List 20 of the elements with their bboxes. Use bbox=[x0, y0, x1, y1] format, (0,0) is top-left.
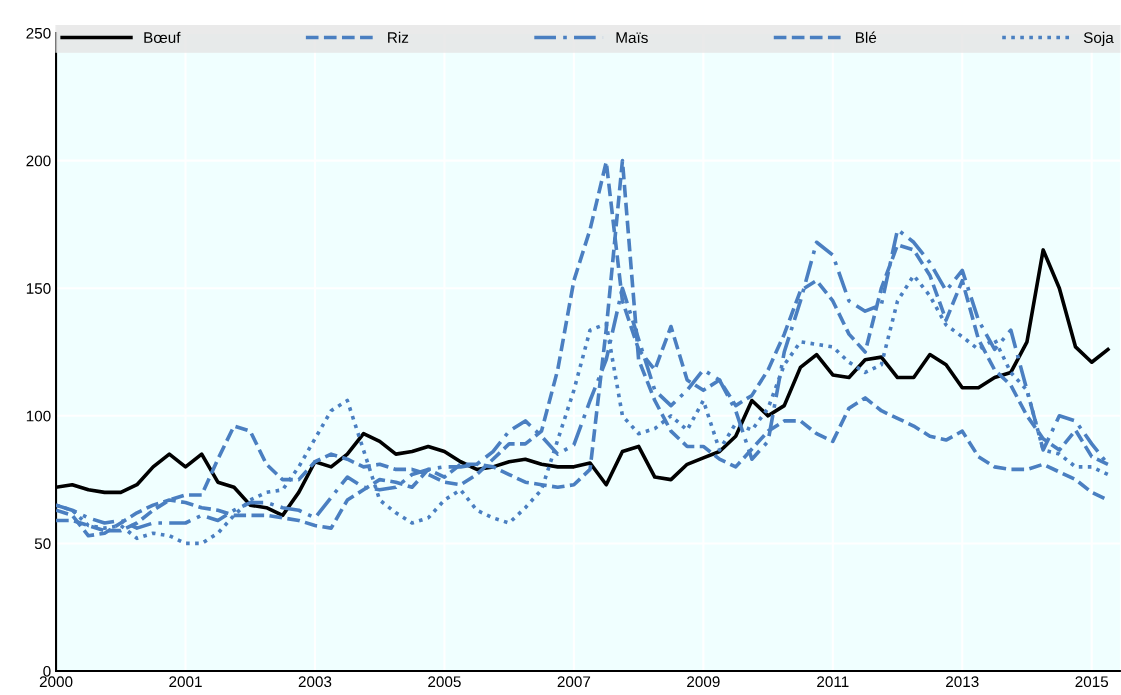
x-tick-label: 2003 bbox=[298, 676, 332, 688]
x-tick-label: 2011 bbox=[817, 676, 849, 688]
x-tick-label: 2007 bbox=[557, 676, 591, 688]
legend-label: Riz bbox=[388, 31, 409, 43]
legend-label: Blé bbox=[856, 31, 877, 44]
x-tick-label: 2000 bbox=[39, 676, 73, 688]
y-tick-label: 200 bbox=[26, 155, 51, 167]
y-tick-label: 150 bbox=[26, 283, 51, 294]
legend-label: Maïs bbox=[616, 32, 648, 44]
x-tick-label: 2005 bbox=[428, 676, 461, 688]
x-tick-label: 2015 bbox=[1075, 676, 1109, 688]
y-tick-label: 0 bbox=[43, 665, 51, 677]
legend-label: Bœuf bbox=[144, 31, 181, 44]
x-tick-label: 2001 bbox=[169, 676, 202, 688]
y-tick-label: 100 bbox=[26, 410, 51, 422]
y-tick-label: 250 bbox=[26, 27, 51, 39]
legend-label: Soja bbox=[1083, 31, 1114, 47]
x-tick-label: 2013 bbox=[946, 676, 979, 688]
x-tick-label: 2009 bbox=[687, 676, 720, 688]
y-tick-label: 50 bbox=[34, 538, 51, 550]
